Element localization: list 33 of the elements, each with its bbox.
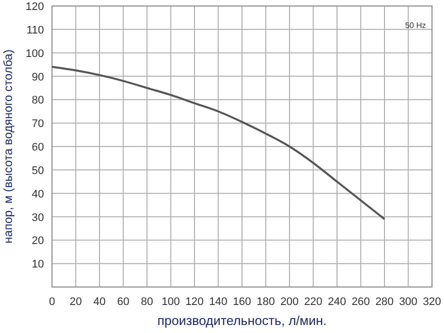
x-tick-label: 80 bbox=[140, 296, 154, 308]
x-tick-label: 20 bbox=[70, 296, 82, 308]
x-tick-label: 140 bbox=[209, 296, 228, 308]
annotation: 50 Hz bbox=[405, 21, 426, 30]
x-tick-label: 320 bbox=[422, 296, 442, 308]
y-tick-label: 20 bbox=[32, 235, 44, 248]
x-tick-label: 40 bbox=[93, 296, 106, 308]
x-tick-label: 260 bbox=[352, 296, 370, 308]
y-tick-label: 90 bbox=[32, 71, 44, 84]
y-tick-label: 110 bbox=[26, 24, 44, 36]
x-tick-label: 160 bbox=[232, 296, 252, 308]
x-tick-label: 0 bbox=[48, 296, 56, 308]
x-tick-label: 300 bbox=[399, 296, 418, 308]
y-tick-label: 40 bbox=[32, 188, 44, 200]
y-tick-label: 80 bbox=[32, 94, 44, 107]
y-tick-label: 10 bbox=[32, 258, 44, 271]
x-tick-label: 200 bbox=[280, 296, 299, 308]
y-tick-label: 120 bbox=[26, 1, 44, 13]
x-axis-title: производительность, л/мин. bbox=[157, 313, 327, 328]
x-tick-label: 240 bbox=[328, 296, 346, 308]
x-tick-label: 180 bbox=[256, 296, 275, 308]
x-tick-label: 120 bbox=[185, 296, 204, 308]
y-tick-label: 60 bbox=[32, 142, 44, 154]
x-tick-label: 220 bbox=[304, 296, 322, 308]
x-tick-label: 280 bbox=[375, 296, 394, 308]
x-tick-label: 60 bbox=[117, 296, 130, 308]
y-axis-title: напор, м (высота водяного столба) bbox=[1, 50, 15, 244]
y-tick-label: 50 bbox=[32, 164, 44, 177]
y-tick-label: 70 bbox=[32, 118, 44, 130]
y-tick-label: 30 bbox=[32, 212, 44, 224]
line-series bbox=[51, 66, 386, 220]
x-tick-label: 100 bbox=[162, 296, 180, 308]
y-tick-label: 100 bbox=[26, 48, 44, 60]
